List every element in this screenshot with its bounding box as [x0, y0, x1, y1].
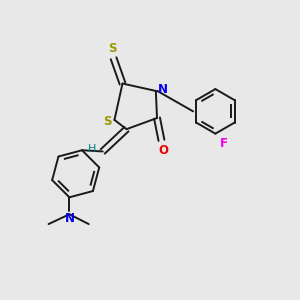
Text: F: F — [220, 136, 228, 150]
Text: O: O — [158, 144, 168, 157]
Text: N: N — [158, 83, 168, 96]
Text: N: N — [64, 212, 74, 225]
Text: S: S — [103, 115, 112, 128]
Text: H: H — [88, 144, 96, 154]
Text: S: S — [108, 42, 116, 55]
